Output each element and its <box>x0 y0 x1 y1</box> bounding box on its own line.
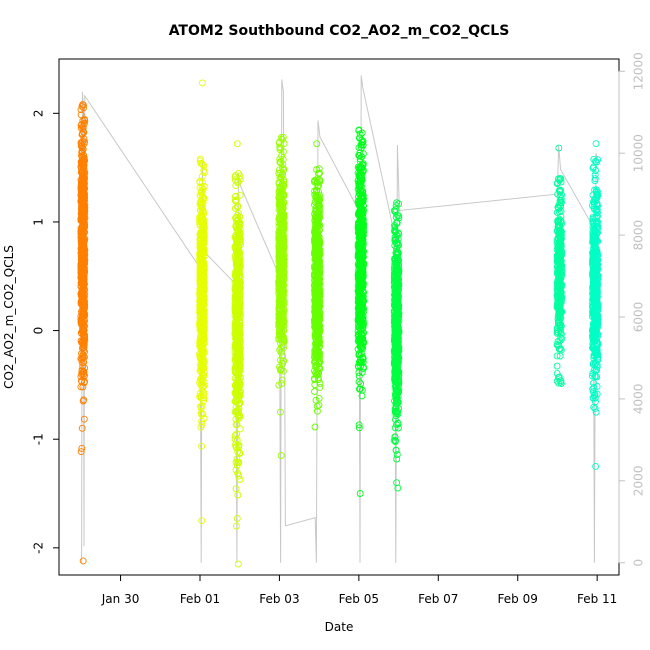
points-layer <box>77 79 602 568</box>
data-point <box>80 307 88 315</box>
data-point <box>78 266 86 274</box>
data-point <box>78 131 86 139</box>
data-point <box>78 229 86 237</box>
altitude-layer <box>81 75 599 563</box>
series-0 <box>77 101 89 565</box>
data-point <box>80 415 88 423</box>
data-point <box>79 157 87 165</box>
data-point <box>79 304 87 312</box>
data-point <box>196 157 204 165</box>
data-point <box>78 344 86 352</box>
data-point <box>79 216 87 224</box>
data-point <box>77 185 85 193</box>
data-point <box>80 104 88 112</box>
data-point <box>80 220 88 228</box>
data-point <box>79 257 87 265</box>
data-point <box>78 156 86 164</box>
data-point <box>78 301 86 309</box>
data-point <box>80 358 87 366</box>
data-point <box>79 242 87 250</box>
data-point <box>78 153 86 161</box>
data-point <box>81 353 88 361</box>
data-point <box>80 245 88 252</box>
data-point <box>79 117 87 125</box>
data-point <box>80 209 88 217</box>
data-point <box>77 373 85 381</box>
data-point <box>79 230 87 238</box>
x-tick-label: Feb 07 <box>418 592 458 606</box>
data-point <box>198 442 206 450</box>
data-point <box>200 162 208 169</box>
data-point <box>78 424 86 432</box>
x-tick-label: Feb 11 <box>577 592 617 606</box>
data-point <box>79 557 87 565</box>
data-point <box>196 222 204 230</box>
data-point <box>78 167 86 175</box>
data-point <box>200 218 208 226</box>
plot-region <box>77 75 602 568</box>
data-point <box>80 275 88 283</box>
x-tick-label: Feb 09 <box>498 592 538 606</box>
x-tick-label: Jan 30 <box>101 592 140 606</box>
data-point <box>79 362 87 370</box>
x-tick-label: Feb 01 <box>180 592 220 606</box>
data-point <box>78 235 86 243</box>
data-point <box>79 101 87 109</box>
data-point <box>200 169 208 176</box>
series-1 <box>196 79 208 525</box>
data-point <box>79 339 87 347</box>
data-point <box>196 389 204 397</box>
data-point <box>79 292 87 300</box>
data-point <box>77 139 85 147</box>
data-point <box>79 266 87 274</box>
data-point <box>80 379 88 387</box>
data-point <box>78 330 86 338</box>
data-point <box>79 397 87 405</box>
altitude-line <box>81 75 599 563</box>
data-point <box>79 283 87 291</box>
data-point <box>77 238 85 246</box>
data-point <box>80 218 88 226</box>
data-point <box>81 175 88 183</box>
data-point <box>77 448 85 456</box>
data-point <box>78 189 86 197</box>
data-point <box>78 444 86 452</box>
data-point <box>196 393 204 401</box>
data-point <box>78 275 86 283</box>
chart-title: ATOM2 Southbound CO2_AO2_m_CO2_QCLS <box>169 23 510 39</box>
data-point <box>78 253 86 261</box>
data-point <box>78 149 86 157</box>
data-point <box>80 196 88 204</box>
data-point <box>79 319 87 327</box>
x-tick-label: Feb 03 <box>259 592 299 606</box>
data-point <box>81 201 89 209</box>
data-point <box>197 403 204 411</box>
x-tick-label: Feb 05 <box>339 592 379 606</box>
